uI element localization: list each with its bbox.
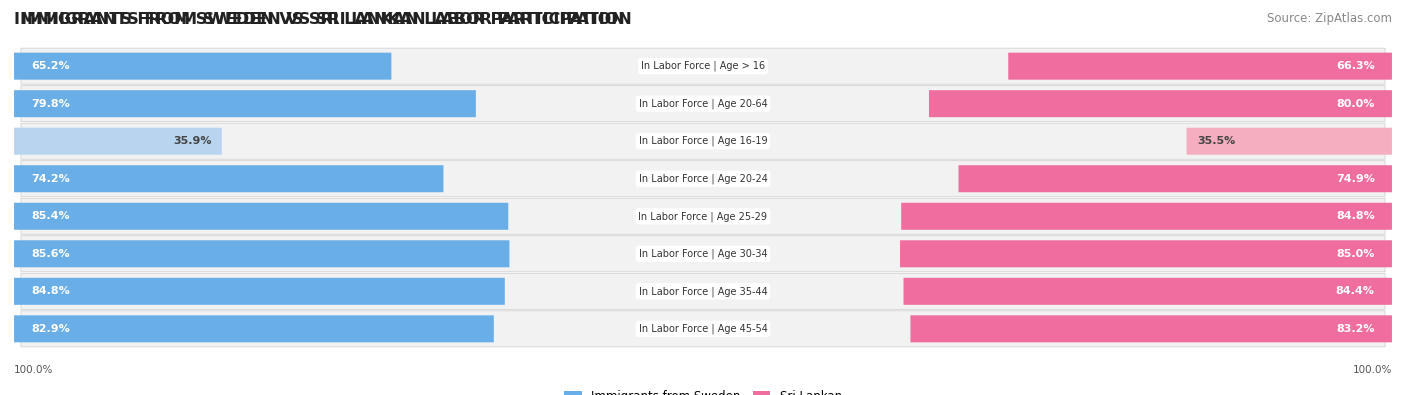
FancyBboxPatch shape <box>959 165 1392 192</box>
Text: IMMIGRANTS FROM SWEDEN VS SRI LANKAN LABOR PARTICIPATION: IMMIGRANTS FROM SWEDEN VS SRI LANKAN LAB… <box>14 12 624 27</box>
FancyBboxPatch shape <box>1187 128 1392 155</box>
FancyBboxPatch shape <box>14 90 475 117</box>
FancyBboxPatch shape <box>14 53 391 80</box>
FancyBboxPatch shape <box>14 315 494 342</box>
Text: In Labor Force | Age 30-34: In Labor Force | Age 30-34 <box>638 248 768 259</box>
Text: 35.5%: 35.5% <box>1197 136 1234 146</box>
FancyBboxPatch shape <box>929 90 1392 117</box>
Text: In Labor Force | Age 20-64: In Labor Force | Age 20-64 <box>638 98 768 109</box>
Text: In Labor Force | Age 16-19: In Labor Force | Age 16-19 <box>638 136 768 147</box>
Text: IMMIGRANTS FROM SWEDEN VS SRI LANKAN LABOR PARTICIPATION: IMMIGRANTS FROM SWEDEN VS SRI LANKAN LAB… <box>21 12 631 27</box>
FancyBboxPatch shape <box>21 86 1385 122</box>
Text: 79.8%: 79.8% <box>31 99 70 109</box>
FancyBboxPatch shape <box>904 278 1392 305</box>
Text: 74.2%: 74.2% <box>31 174 70 184</box>
FancyBboxPatch shape <box>900 240 1392 267</box>
FancyBboxPatch shape <box>21 273 1385 309</box>
Text: In Labor Force | Age 35-44: In Labor Force | Age 35-44 <box>638 286 768 297</box>
Text: 85.4%: 85.4% <box>31 211 70 221</box>
Text: Source: ZipAtlas.com: Source: ZipAtlas.com <box>1267 12 1392 25</box>
Text: 80.0%: 80.0% <box>1336 99 1375 109</box>
FancyBboxPatch shape <box>14 165 443 192</box>
Text: 83.2%: 83.2% <box>1336 324 1375 334</box>
Text: 100.0%: 100.0% <box>14 365 53 375</box>
Text: 100.0%: 100.0% <box>1353 365 1392 375</box>
Text: 85.6%: 85.6% <box>31 249 70 259</box>
FancyBboxPatch shape <box>1008 53 1392 80</box>
FancyBboxPatch shape <box>21 198 1385 234</box>
Text: 82.9%: 82.9% <box>31 324 70 334</box>
FancyBboxPatch shape <box>14 278 505 305</box>
Text: In Labor Force | Age 45-54: In Labor Force | Age 45-54 <box>638 324 768 334</box>
FancyBboxPatch shape <box>911 315 1392 342</box>
Text: 66.3%: 66.3% <box>1336 61 1375 71</box>
Text: 84.4%: 84.4% <box>1336 286 1375 296</box>
FancyBboxPatch shape <box>21 123 1385 159</box>
Text: 85.0%: 85.0% <box>1336 249 1375 259</box>
Text: In Labor Force | Age 25-29: In Labor Force | Age 25-29 <box>638 211 768 222</box>
FancyBboxPatch shape <box>14 203 509 230</box>
FancyBboxPatch shape <box>21 311 1385 347</box>
FancyBboxPatch shape <box>14 128 222 155</box>
Text: 84.8%: 84.8% <box>31 286 70 296</box>
Text: 74.9%: 74.9% <box>1336 174 1375 184</box>
Text: 84.8%: 84.8% <box>1336 211 1375 221</box>
Text: In Labor Force | Age 20-24: In Labor Force | Age 20-24 <box>638 173 768 184</box>
FancyBboxPatch shape <box>21 48 1385 84</box>
FancyBboxPatch shape <box>21 236 1385 272</box>
FancyBboxPatch shape <box>21 161 1385 197</box>
Text: 35.9%: 35.9% <box>173 136 211 146</box>
FancyBboxPatch shape <box>901 203 1392 230</box>
Text: 65.2%: 65.2% <box>31 61 70 71</box>
FancyBboxPatch shape <box>14 240 509 267</box>
Text: In Labor Force | Age > 16: In Labor Force | Age > 16 <box>641 61 765 71</box>
Legend: Immigrants from Sweden, Sri Lankan: Immigrants from Sweden, Sri Lankan <box>560 385 846 395</box>
